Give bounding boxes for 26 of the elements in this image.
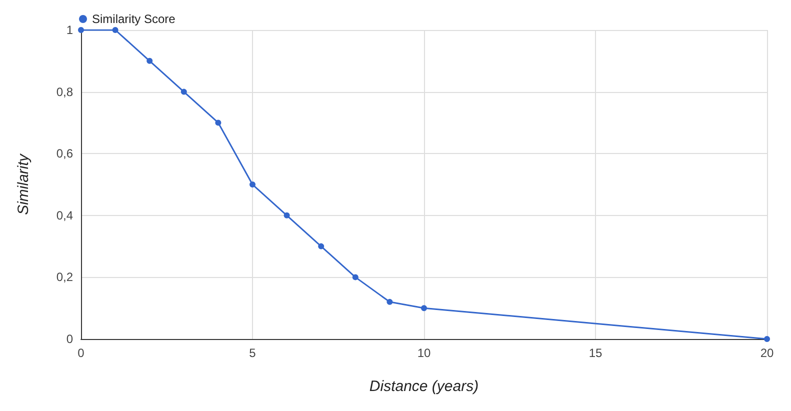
point: [352, 274, 358, 280]
x-tick-label: 0: [78, 346, 85, 360]
point: [180, 88, 187, 95]
x-tick-label: 10: [417, 346, 431, 360]
point: [146, 58, 153, 64]
point: [284, 212, 290, 218]
x-tick-label: 15: [588, 346, 602, 360]
point: [764, 336, 770, 342]
x-tick-label: 5: [249, 346, 256, 360]
x-axis-title: Distance (years): [369, 378, 479, 395]
point: [386, 298, 393, 305]
point: [112, 27, 118, 33]
point: [250, 182, 256, 188]
y-tick-label: 0,2: [56, 270, 74, 284]
x-tick-label: 20: [760, 346, 774, 360]
point: [215, 120, 222, 126]
y-tick-label: 0,6: [56, 146, 74, 161]
point: [421, 305, 427, 312]
y-tick-label: 0,4: [56, 208, 74, 222]
point: [78, 27, 84, 33]
legend-label: Similarity Score: [92, 12, 176, 26]
point: [318, 243, 324, 250]
y-tick-label: 0,8: [56, 84, 74, 99]
y-axis-title: Similarity: [15, 152, 32, 215]
y-tick-label: 0: [66, 332, 74, 346]
y-tick-label: 1: [66, 23, 74, 37]
